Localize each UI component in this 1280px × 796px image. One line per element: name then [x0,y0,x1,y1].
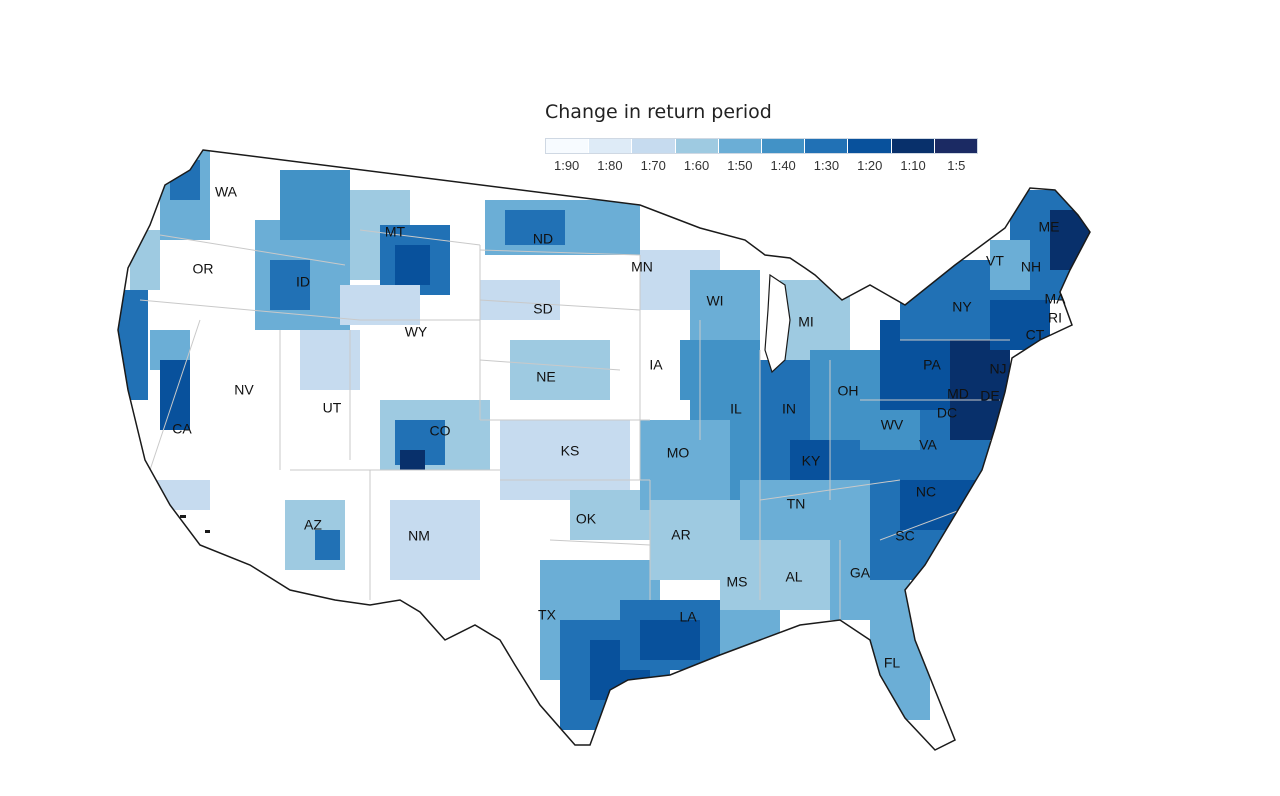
region-nd-dark [505,210,565,245]
region-tn [740,480,870,540]
state-label-dc: DC [937,405,957,421]
legend-swatch [589,139,633,153]
legend-tick-label: 1:80 [597,158,623,173]
state-label-wi: WI [706,293,723,309]
state-label-az: AZ [304,517,322,533]
region-nm [390,500,480,580]
legend-swatch [632,139,676,153]
legend-tick-label: 1:20 [857,158,883,173]
state-label-la: LA [679,609,697,625]
state-label-ne: NE [536,369,555,385]
legend-swatch [891,139,935,153]
state-label-ar: AR [671,527,690,543]
state-label-md: MD [947,386,969,402]
state-label-ca: CA [172,421,192,437]
state-label-ok: OK [576,511,597,527]
state-label-nm: NM [408,528,430,544]
legend-swatch [546,139,590,153]
legend-swatch [805,139,849,153]
legend-tick-label: 1:40 [770,158,796,173]
region-sd [480,280,560,320]
region-co-darkest [400,450,425,470]
state-label-nj: NJ [989,361,1006,377]
state-label-me: ME [1039,219,1060,235]
legend-swatch [675,139,719,153]
legend-swatch [762,139,806,153]
state-label-wv: WV [881,417,904,433]
state-label-ms: MS [727,574,748,590]
legend-tick-label: 1:60 [683,158,710,173]
state-label-tx: TX [538,607,557,623]
state-label-id: ID [296,274,310,290]
state-label-nd: ND [533,231,553,247]
state-label-mi: MI [798,314,814,330]
region-wy-north [340,285,420,325]
state-label-co: CO [430,423,451,439]
state-label-nv: NV [234,382,254,398]
legend-tick-label: 1:30 [813,158,840,173]
state-label-de: DE [980,388,999,404]
region-mo [640,420,730,510]
state-boundaries [139,229,1010,630]
state-label-or: OR [193,261,214,277]
state-label-ia: IA [649,357,663,373]
legend-color-bar [545,138,978,154]
legend-tick-labels: 1:90 1:80 1:70 1:60 1:50 1:40 1:30 1:20 1:10 1:5 [545,158,978,178]
state-label-pa: PA [923,357,941,373]
state-label-mt: MT [385,224,406,240]
state-label-mn: MN [631,259,653,275]
state-labels: WA OR CA ID NV MT WY UT AZ CO NM ND SD NE KS OK TX MN IA MO… [172,184,1066,671]
state-label-mo: MO [667,445,690,461]
us-outline [117,149,1091,751]
state-label-nc: NC [916,484,936,500]
state-label-ut: UT [323,400,342,416]
legend-tick-label: 1:10 [900,158,926,173]
state-label-ks: KS [561,443,580,459]
state-label-ga: GA [850,565,871,581]
state-label-ct: CT [1026,327,1045,343]
state-label-in: IN [782,401,796,417]
state-label-oh: OH [838,383,859,399]
region-az-dark [315,530,340,560]
region-mt-west [280,170,350,240]
state-label-il: IL [730,401,742,417]
legend-tick-label: 1:70 [640,158,666,173]
state-label-wy: WY [405,324,428,340]
region-or-coast [130,230,160,290]
state-label-sd: SD [533,301,552,317]
region-ky-dark [790,440,830,480]
state-label-nh: NH [1021,259,1041,275]
region-id-dark [270,260,310,310]
state-label-ky: KY [802,453,821,469]
state-label-vt: VT [986,253,1004,269]
state-label-ma: MA [1045,291,1067,307]
region-vt-nh [990,240,1030,290]
legend-title: Change in return period [545,101,772,123]
region-ks [500,420,630,500]
legend-tick-label: 1:50 [727,158,753,173]
legend-swatch [718,139,763,153]
shaded-regions [118,150,1090,730]
state-label-ny: NY [952,299,972,315]
state-label-ri: RI [1048,310,1062,326]
lake-michigan [764,273,791,374]
legend-swatch [848,139,892,153]
legend-tick-label: 1:90 [553,158,580,173]
legend-swatch [934,139,978,153]
legend-tick-label: 1:5 [947,158,966,173]
state-label-al: AL [785,569,802,585]
region-ne [510,340,610,400]
state-label-sc: SC [895,528,914,544]
state-label-va: VA [919,437,937,453]
state-label-wa: WA [215,184,238,200]
region-la-dark [640,620,700,660]
state-label-fl: FL [884,655,901,671]
channel-islands [180,515,210,533]
region-mt-east-dark [395,245,430,285]
region-ut-north [300,330,360,390]
state-label-tn: TN [787,496,806,512]
